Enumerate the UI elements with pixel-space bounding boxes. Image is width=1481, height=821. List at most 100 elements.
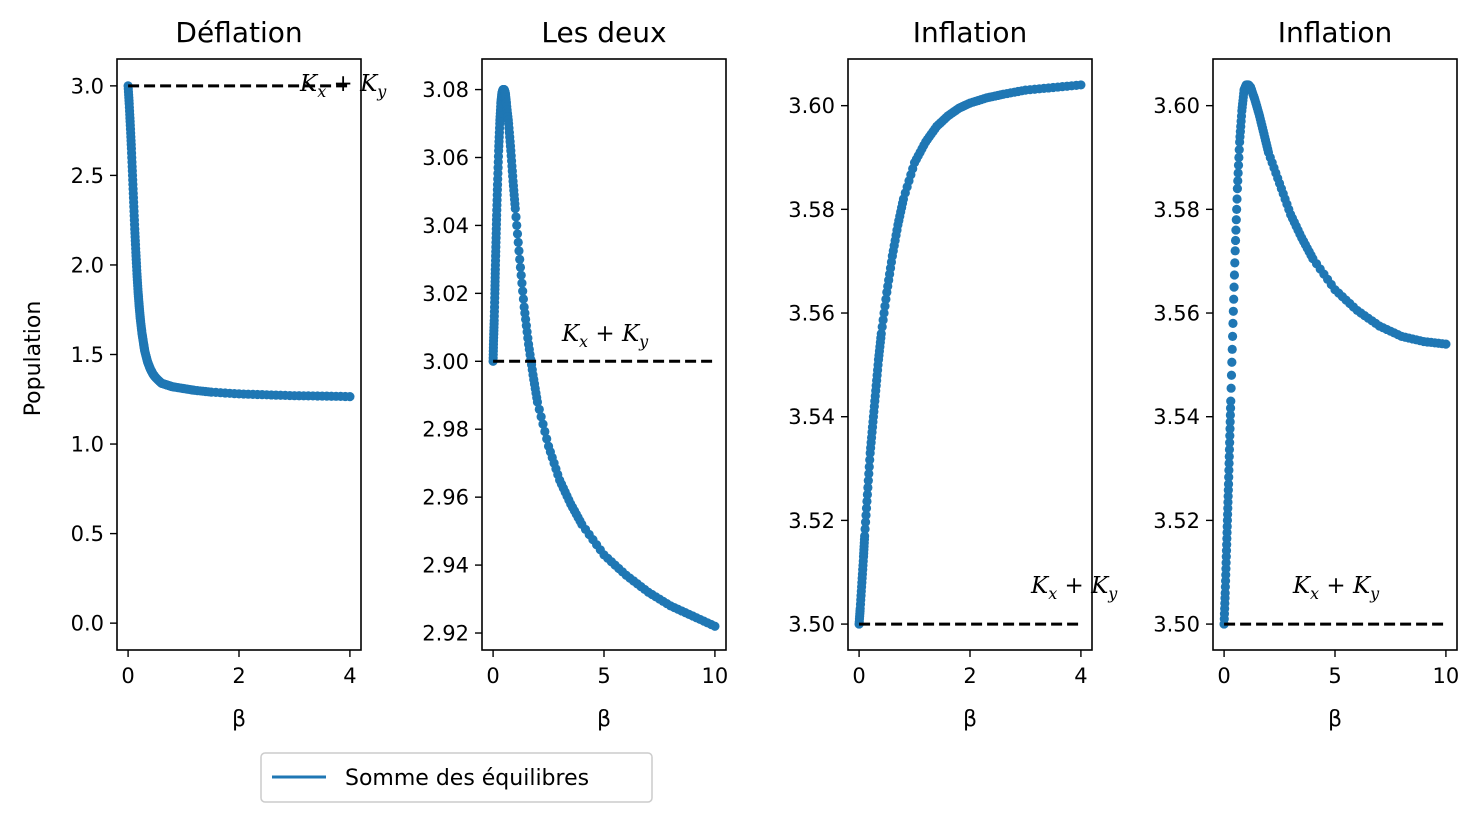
data-point (1224, 451, 1234, 462)
x-axis-label: β (963, 707, 977, 732)
x-tick-label: 2 (963, 664, 976, 688)
data-point (1229, 282, 1239, 292)
data-point (1225, 438, 1235, 448)
data-point (1223, 479, 1234, 489)
data-point (860, 517, 871, 527)
y-tick-label: 2.5 (71, 164, 104, 188)
annotation-kx-ky: Kx + Ky (1292, 573, 1380, 603)
y-tick-label: 2.96 (422, 486, 469, 510)
data-point (538, 419, 548, 429)
data-point (1225, 410, 1235, 420)
y-tick-label: 3.04 (422, 214, 469, 238)
data-point (1225, 424, 1235, 434)
chart-panel-3: Inflation Kx + Ky 0 2 4 3.50 3.52 3.54 3.56 3.58 3… (788, 16, 1118, 732)
data-point (515, 254, 525, 264)
y-tick-label: 2.98 (422, 418, 469, 442)
data-point (518, 286, 528, 296)
chart-title: Déflation (175, 16, 302, 49)
annotation-kx-ky: Kx + Ky (561, 321, 649, 351)
data-point (510, 203, 520, 214)
data-point (710, 621, 720, 631)
data-point (880, 301, 890, 311)
data-point (878, 315, 888, 325)
data-point (865, 455, 875, 465)
data-point (1226, 396, 1236, 406)
y-tick-label: 3.52 (1153, 509, 1200, 533)
axes-frame (116, 58, 362, 651)
y-tick-label: 3.50 (788, 613, 835, 637)
data-series (854, 80, 1086, 629)
data-point (864, 462, 874, 472)
data-point (1232, 204, 1242, 214)
chart-panel-4: Inflation Kx + Ky 0 5 10 3.50 3.52 3.54 3.56 3.58… (1153, 16, 1459, 732)
y-tick-label: 3.50 (1153, 613, 1200, 637)
data-point (1234, 145, 1244, 155)
x-tick-label: 10 (702, 664, 729, 688)
y-tick-label: 2.94 (422, 554, 469, 578)
data-point (512, 229, 523, 239)
y-tick-label: 0.0 (71, 612, 104, 636)
data-point (1233, 168, 1243, 178)
data-point (863, 482, 873, 493)
data-point (1227, 344, 1237, 354)
data-point (877, 322, 887, 332)
data-point (536, 412, 546, 422)
data-point (1231, 215, 1241, 225)
x-axis-label: β (232, 707, 246, 732)
y-tick-label: 1.0 (71, 433, 104, 457)
y-tick-label: 3.52 (788, 509, 835, 533)
data-point (513, 237, 523, 248)
data-point (1225, 403, 1236, 413)
y-tick-label: 3.58 (1153, 198, 1200, 222)
data-point (881, 294, 891, 304)
data-point (1225, 417, 1235, 427)
data-point (1224, 458, 1234, 468)
data-point (862, 489, 873, 500)
y-tick-label: 2.92 (422, 622, 469, 646)
x-tick-label: 4 (343, 664, 356, 688)
data-point (512, 220, 522, 231)
y-tick-label: 2.0 (71, 253, 104, 277)
chart-panels: Déflation Kx + Ky 0 2 4 0.0 0.5 1.0 1.5 2.0 2.5 3.0… (21, 16, 1459, 732)
data-point (1234, 152, 1244, 163)
data-point (861, 510, 871, 520)
y-tick-label: 3.08 (422, 78, 469, 102)
data-point (1224, 444, 1235, 455)
data-point (345, 391, 355, 402)
x-tick-label: 10 (1433, 664, 1460, 688)
data-point (1230, 246, 1240, 256)
y-tick-label: 3.60 (788, 94, 835, 118)
data-point (1233, 176, 1243, 186)
chart-panel-1: Déflation Kx + Ky 0 2 4 0.0 0.5 1.0 1.5 2.0 2.5 3.0… (21, 16, 387, 732)
axes-frame (847, 58, 1093, 651)
legend-label: Somme des équilibres (345, 766, 589, 791)
data-point (1226, 370, 1237, 380)
data-point (1232, 194, 1242, 204)
data-point (511, 212, 521, 222)
data-point (862, 496, 872, 506)
data-point (542, 434, 552, 444)
data-point (1230, 235, 1241, 246)
chart-panel-2: Les deux Kx + Ky 0 5 10 2.92 2.94 2.96 2.98 3.00 3… (422, 16, 728, 732)
data-point (1076, 80, 1086, 90)
data-point (1227, 357, 1237, 367)
data-point (1226, 383, 1236, 393)
y-tick-label: 0.5 (71, 522, 104, 546)
data-point (1225, 431, 1235, 441)
data-point (1441, 339, 1451, 349)
data-point (515, 262, 526, 272)
data-point (1228, 306, 1238, 316)
data-point (1231, 225, 1241, 235)
axes-frame (1212, 58, 1458, 651)
data-point (518, 294, 529, 304)
data-point (864, 469, 874, 479)
x-tick-label: 2 (232, 664, 245, 688)
legend-frame (260, 752, 653, 803)
y-axis-label: Population (21, 301, 46, 417)
data-point (1224, 465, 1234, 475)
data-series (488, 84, 720, 631)
x-tick-label: 0 (1217, 664, 1230, 688)
y-tick-label: 3.0 (71, 74, 104, 98)
x-tick-label: 5 (1328, 664, 1341, 688)
data-series (123, 81, 355, 402)
